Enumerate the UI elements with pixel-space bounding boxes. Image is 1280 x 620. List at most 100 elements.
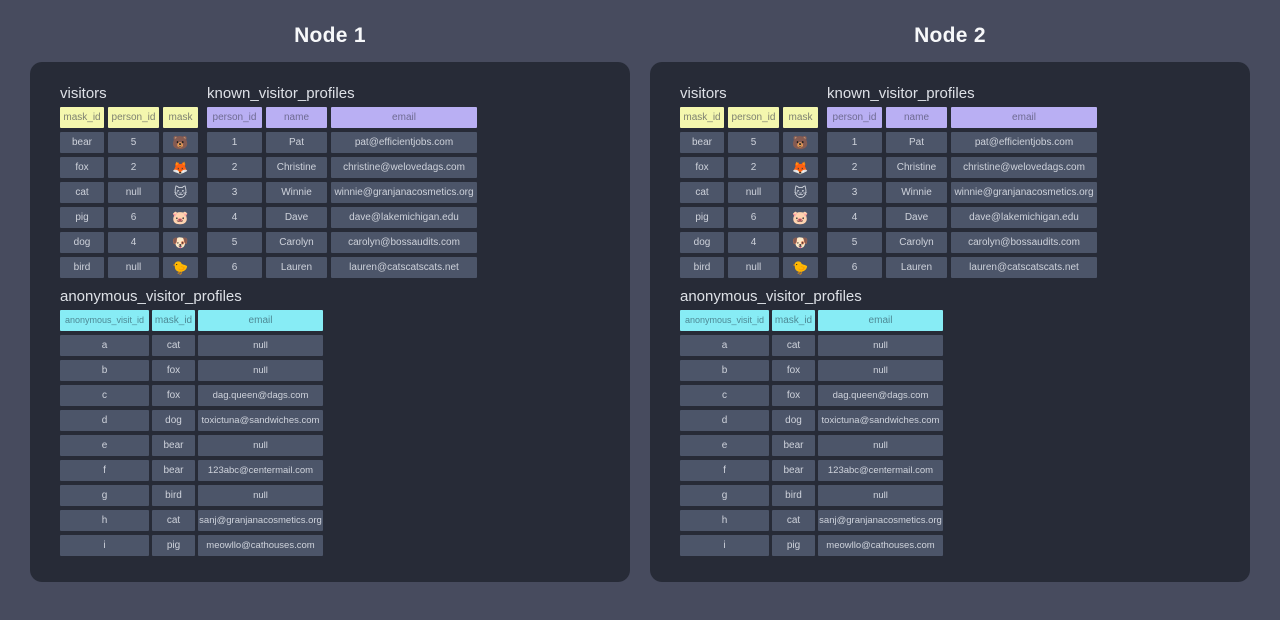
table-cell: 3	[827, 182, 882, 203]
table-cell: 123abc@centermail.com	[198, 460, 323, 481]
table-cell: dag.queen@dags.com	[818, 385, 943, 406]
table-cell: 6	[728, 207, 779, 228]
table-cell: bird	[152, 485, 195, 506]
table-row: c fox dag.queen@dags.com	[680, 385, 943, 406]
column-header-person_id: person_id	[207, 107, 262, 128]
table-row: g bird null	[680, 485, 943, 506]
node-1-panel: visitors mask_id person_id mask bear 5 🐻 fox 2 🦊…	[30, 62, 630, 582]
table-cell: bear	[772, 460, 815, 481]
table-cell: pig	[152, 535, 195, 556]
table-row: 2 Christine christine@welovedags.com	[827, 157, 1097, 178]
table-cell: bear	[680, 132, 724, 153]
table-cell: f	[60, 460, 149, 481]
known-visitor-profiles-table: person_id name email 1 Pat pat@efficientjobs.…	[207, 107, 477, 282]
table-cell: dog	[680, 232, 724, 253]
table-row: b fox null	[60, 360, 323, 381]
table-row: 3 Winnie winnie@granjanacosmetics.org	[207, 182, 477, 203]
table-row: a cat null	[60, 335, 323, 356]
table-row: e bear null	[680, 435, 943, 456]
table-cell: fox	[152, 385, 195, 406]
header-row: mask_id person_id mask	[60, 107, 198, 128]
table-cell: d	[680, 410, 769, 431]
node-1-anonymous-profiles-group: anonymous_visitor_profiles anonymous_vis…	[60, 289, 323, 560]
column-header-mask_id: mask_id	[60, 107, 104, 128]
node-2-visitors-group: visitors mask_id person_id mask bear 5 🐻 fox 2 🦊…	[680, 86, 818, 282]
table-cell: Carolyn	[266, 232, 327, 253]
table-cell: cat	[152, 510, 195, 531]
table-row: i pig meowllo@cathouses.com	[60, 535, 323, 556]
column-header-name: name	[266, 107, 327, 128]
table-cell: 5	[207, 232, 262, 253]
table-cell: lauren@catscatscats.net	[331, 257, 477, 278]
table-cell: 4	[827, 207, 882, 228]
table-row: bird null 🐤	[680, 257, 818, 278]
table-cell: dog	[772, 410, 815, 431]
table-cell: fox	[680, 157, 724, 178]
table-row: 6 Lauren lauren@catscatscats.net	[207, 257, 477, 278]
visitors-table: mask_id person_id mask bear 5 🐻 fox 2 🦊 cat null 🐱 p…	[680, 107, 818, 282]
table-cell: e	[680, 435, 769, 456]
table-cell: Lauren	[886, 257, 947, 278]
table-row: cat null 🐱	[60, 182, 198, 203]
table-row: 1 Pat pat@efficientjobs.com	[207, 132, 477, 153]
table-cell: Christine	[886, 157, 947, 178]
table-row: fox 2 🦊	[680, 157, 818, 178]
table-cell: 🐱	[783, 182, 818, 203]
table-cell: bird	[680, 257, 724, 278]
node-1-known-profiles-group: known_visitor_profiles person_id name emai…	[207, 86, 477, 282]
table-cell: 2	[207, 157, 262, 178]
table-cell: pat@efficientjobs.com	[331, 132, 477, 153]
table-cell: Dave	[266, 207, 327, 228]
table-cell: bear	[152, 435, 195, 456]
table-cell: 5	[827, 232, 882, 253]
table-cell: carolyn@bossaudits.com	[331, 232, 477, 253]
table-row: pig 6 🐷	[60, 207, 198, 228]
header-row: anonymous_visit_id mask_id email	[680, 310, 943, 331]
table-cell: Winnie	[886, 182, 947, 203]
table-row: bear 5 🐻	[60, 132, 198, 153]
column-header-mask_id: mask_id	[772, 310, 815, 331]
known-visitor-profiles-table-title: known_visitor_profiles	[207, 85, 355, 102]
column-header-mask: mask	[163, 107, 198, 128]
table-cell: 4	[728, 232, 779, 253]
table-row: d dog toxictuna@sandwiches.com	[680, 410, 943, 431]
node-2-panel: visitors mask_id person_id mask bear 5 🐻 fox 2 🦊…	[650, 62, 1250, 582]
table-cell: Winnie	[266, 182, 327, 203]
table-row: d dog toxictuna@sandwiches.com	[60, 410, 323, 431]
table-row: 5 Carolyn carolyn@bossaudits.com	[207, 232, 477, 253]
table-cell: null	[198, 360, 323, 381]
anonymous-visitor-profiles-table: anonymous_visit_id mask_id email a cat null b f…	[680, 310, 943, 560]
table-cell: cat	[60, 182, 104, 203]
table-cell: Carolyn	[886, 232, 947, 253]
table-cell: a	[60, 335, 149, 356]
table-cell: d	[60, 410, 149, 431]
table-cell: f	[680, 460, 769, 481]
column-header-email: email	[331, 107, 477, 128]
header-row: person_id name email	[207, 107, 477, 128]
table-row: bear 5 🐻	[680, 132, 818, 153]
table-row: g bird null	[60, 485, 323, 506]
table-cell: 6	[108, 207, 159, 228]
table-cell: 123abc@centermail.com	[818, 460, 943, 481]
table-row: h cat sanj@granjanacosmetics.org	[60, 510, 323, 531]
column-header-mask: mask	[783, 107, 818, 128]
table-cell: 4	[108, 232, 159, 253]
table-row: 2 Christine christine@welovedags.com	[207, 157, 477, 178]
table-row: i pig meowllo@cathouses.com	[680, 535, 943, 556]
header-row: person_id name email	[827, 107, 1097, 128]
table-cell: winnie@granjanacosmetics.org	[951, 182, 1097, 203]
table-cell: pig	[60, 207, 104, 228]
table-cell: c	[60, 385, 149, 406]
table-cell: bird	[772, 485, 815, 506]
table-cell: 2	[728, 157, 779, 178]
table-cell: lauren@catscatscats.net	[951, 257, 1097, 278]
table-cell: sanj@granjanacosmetics.org	[818, 510, 943, 531]
node-1-section: Node 1 visitors mask_id person_id mask bear…	[30, 0, 630, 620]
node-1-visitors-group: visitors mask_id person_id mask bear 5 🐻 fox 2 🦊…	[60, 86, 198, 282]
table-cell: a	[680, 335, 769, 356]
table-cell: b	[60, 360, 149, 381]
table-cell: pat@efficientjobs.com	[951, 132, 1097, 153]
table-cell: 6	[207, 257, 262, 278]
table-cell: h	[680, 510, 769, 531]
table-cell: meowllo@cathouses.com	[818, 535, 943, 556]
